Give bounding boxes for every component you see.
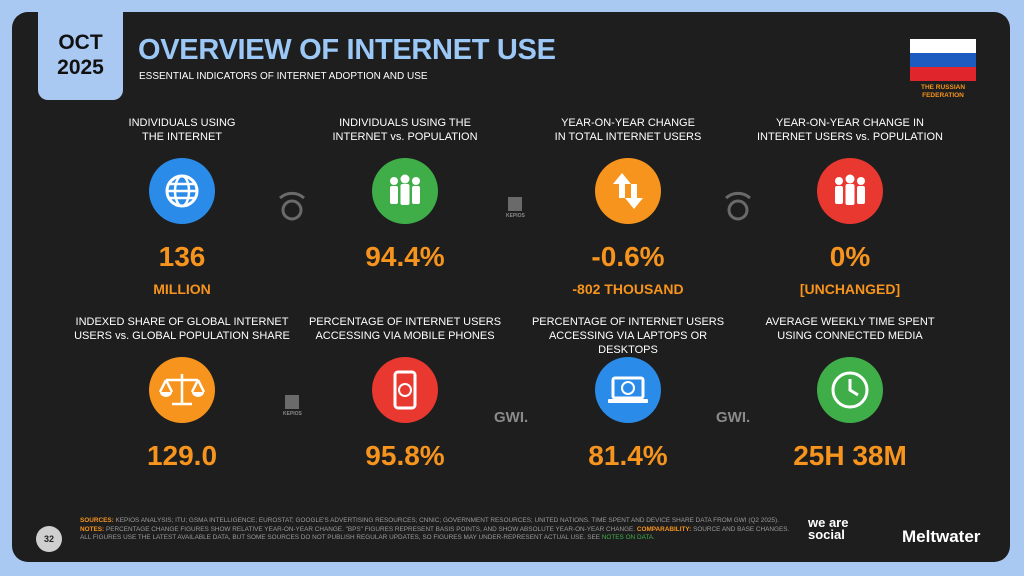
tile-icon bbox=[817, 357, 883, 423]
tile-label: INDIVIDUALS USING THE bbox=[339, 117, 471, 129]
notes-label: NOTES: bbox=[80, 525, 105, 533]
brand-logo: we are social bbox=[808, 515, 849, 542]
brand-logo: Meltwater bbox=[902, 527, 981, 546]
date-tab: OCT 2025 bbox=[38, 12, 123, 100]
tile-icon bbox=[372, 357, 438, 423]
title: OVERVIEW OF INTERNET USE bbox=[138, 34, 556, 66]
tile-icon bbox=[149, 357, 215, 423]
tile-label: YEAR-ON-YEAR CHANGE IN bbox=[776, 117, 924, 129]
kepios-mark bbox=[285, 395, 299, 409]
tile-icon bbox=[149, 158, 215, 224]
partner-logo: KEPIOS bbox=[506, 213, 525, 219]
tile-value: 94.4% bbox=[365, 241, 445, 272]
tile-label: PERCENTAGE OF INTERNET USERS bbox=[531, 316, 725, 328]
subtitle: ESSENTIAL INDICATORS OF INTERNET ADOPTIO… bbox=[139, 71, 428, 82]
page-number: 32 bbox=[36, 526, 62, 552]
tile-label: YEAR-ON-YEAR CHANGE bbox=[561, 117, 695, 129]
tile-value: 0% bbox=[829, 241, 871, 272]
sources-label: SOURCES: bbox=[80, 517, 114, 524]
tile-label: PERCENTAGE OF INTERNET USERS bbox=[308, 316, 502, 328]
slide: OCT 2025 OVERVIEW OF INTERNET USE ESSENTI… bbox=[12, 12, 1010, 562]
tile-label: INDIVIDUALS USING bbox=[128, 117, 236, 129]
datareportal-logo bbox=[279, 191, 305, 221]
icon-layer bbox=[149, 158, 883, 423]
tile-value: -0.6% bbox=[591, 241, 665, 272]
tile-label: INTERNET vs. POPULATION bbox=[332, 131, 478, 143]
tile-label: ACCESSING VIA LAPTOPS OR DESKTOPS bbox=[548, 330, 708, 356]
tile-value: 136 bbox=[158, 241, 206, 272]
tile-label: THE INTERNET bbox=[141, 131, 223, 143]
partner-logo: KEPIOS bbox=[283, 411, 302, 417]
comparability-label: COMPARABILITY: bbox=[636, 525, 692, 533]
notes: PERCENTAGE CHANGE FIGURES SHOW RELATIVE … bbox=[105, 525, 636, 533]
country: THE RUSSIAN FEDERATION bbox=[920, 84, 966, 99]
tile-icon bbox=[595, 158, 661, 224]
tile-label: IN TOTAL INTERNET USERS bbox=[554, 131, 702, 143]
tile-icon bbox=[817, 158, 883, 224]
tile-value: 81.4% bbox=[588, 440, 668, 471]
sources: KEPIOS ANALYSIS; ITU; GSMA INTELLIGENCE;… bbox=[115, 517, 779, 524]
tile-sub: -802 THOUSAND bbox=[572, 281, 684, 297]
tile-label: USING CONNECTED MEDIA bbox=[777, 330, 923, 342]
tile-sub: [UNCHANGED] bbox=[799, 281, 901, 297]
notes-link[interactable]: NOTES ON DATA. bbox=[601, 534, 655, 541]
flag bbox=[910, 39, 976, 81]
month: OCT bbox=[58, 31, 103, 54]
partner-logo: GWI. bbox=[494, 409, 529, 426]
comparability: SOURCE AND BASE CHANGES. ALL FIGURES USE… bbox=[80, 525, 790, 542]
tile-sub: MILLION bbox=[153, 281, 211, 297]
tile-value: 25H 38M bbox=[793, 440, 907, 471]
tile-label: INDEXED SHARE OF GLOBAL INTERNET bbox=[75, 316, 289, 328]
tile-label: ACCESSING VIA MOBILE PHONES bbox=[315, 330, 495, 342]
tile-label: INTERNET USERS vs. POPULATION bbox=[756, 131, 943, 143]
kepios-mark bbox=[508, 197, 522, 211]
tile-icon bbox=[372, 158, 438, 224]
year: 2025 bbox=[57, 56, 104, 79]
tile-value: 95.8% bbox=[365, 440, 445, 471]
footnotes: SOURCES: KEPIOS ANALYSIS; ITU; GSMA INTE… bbox=[80, 517, 800, 543]
tile-label: USERS vs. GLOBAL POPULATION SHARE bbox=[74, 330, 290, 342]
tile-icon bbox=[595, 357, 661, 423]
partner-logo: GWI. bbox=[716, 409, 751, 426]
datareportal-logo bbox=[725, 191, 751, 221]
tile-label: AVERAGE WEEKLY TIME SPENT bbox=[765, 316, 935, 328]
tile-value: 129.0 bbox=[146, 440, 218, 471]
